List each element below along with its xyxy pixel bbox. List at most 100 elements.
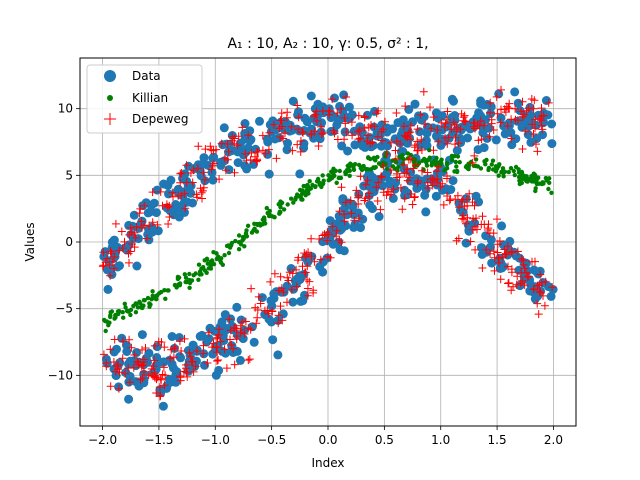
data-point bbox=[474, 197, 484, 207]
depeweg-point bbox=[319, 129, 328, 137]
depeweg-point bbox=[312, 116, 321, 125]
killian-point bbox=[289, 196, 294, 201]
depeweg-point bbox=[363, 176, 372, 185]
depeweg-point bbox=[445, 196, 454, 205]
depeweg-point bbox=[99, 248, 108, 257]
data-point bbox=[461, 238, 471, 248]
killian-point bbox=[363, 166, 369, 172]
killian-point bbox=[141, 298, 147, 303]
data-point bbox=[249, 159, 258, 169]
y-tick-label: 10 bbox=[58, 102, 73, 116]
depeweg-point bbox=[392, 137, 401, 146]
killian-point bbox=[245, 223, 251, 228]
killian-point bbox=[193, 271, 198, 276]
depeweg-point bbox=[191, 362, 200, 371]
data-point bbox=[164, 189, 173, 199]
depeweg-point bbox=[303, 291, 312, 300]
depeweg-point bbox=[454, 139, 463, 148]
data-point bbox=[447, 113, 457, 122]
depeweg-point bbox=[276, 302, 285, 311]
depeweg-point bbox=[303, 284, 312, 293]
depeweg-point bbox=[414, 177, 422, 186]
killian-point bbox=[107, 320, 112, 325]
depeweg-point bbox=[199, 168, 208, 177]
depeweg-point bbox=[127, 343, 136, 352]
depeweg-point bbox=[307, 252, 316, 261]
depeweg-point bbox=[247, 284, 256, 293]
depeweg-point bbox=[471, 222, 479, 231]
killian-point bbox=[211, 250, 216, 255]
depeweg-point bbox=[537, 278, 546, 287]
depeweg-point bbox=[277, 284, 286, 293]
depeweg-point bbox=[443, 107, 452, 116]
killian-point bbox=[444, 160, 450, 166]
data-point bbox=[541, 96, 551, 105]
depeweg-point bbox=[421, 120, 430, 129]
depeweg-point bbox=[165, 201, 174, 210]
killian-point bbox=[108, 313, 113, 318]
data-point bbox=[238, 334, 248, 344]
data-point bbox=[358, 214, 368, 224]
depeweg-point bbox=[166, 354, 175, 363]
data-point bbox=[243, 143, 253, 153]
data-point bbox=[134, 381, 144, 391]
data-point bbox=[339, 90, 349, 100]
depeweg-point bbox=[520, 264, 529, 273]
killian-point bbox=[218, 260, 224, 265]
depeweg-point bbox=[413, 125, 422, 134]
data-point bbox=[421, 207, 431, 217]
killian-point bbox=[546, 186, 551, 192]
depeweg-point bbox=[300, 249, 309, 258]
data-point bbox=[479, 100, 489, 110]
data-point bbox=[103, 284, 113, 294]
depeweg-point bbox=[258, 131, 267, 140]
depeweg-point bbox=[253, 313, 262, 322]
depeweg-point bbox=[459, 215, 468, 224]
depeweg-point bbox=[106, 247, 115, 256]
depeweg-point bbox=[160, 343, 169, 352]
depeweg-point bbox=[458, 214, 467, 223]
killian-point bbox=[511, 168, 516, 174]
depeweg-point bbox=[517, 268, 525, 277]
killian-point bbox=[208, 259, 213, 264]
killian-point bbox=[177, 281, 183, 286]
depeweg-point bbox=[309, 288, 318, 297]
depeweg-point bbox=[340, 114, 349, 122]
killian-point bbox=[182, 272, 187, 277]
depeweg-point bbox=[214, 356, 223, 364]
depeweg-point bbox=[544, 98, 553, 107]
depeweg-point bbox=[143, 234, 151, 243]
depeweg-point bbox=[234, 132, 243, 141]
depeweg-point bbox=[232, 332, 241, 341]
killian-point bbox=[135, 305, 141, 310]
killian-point bbox=[206, 266, 211, 271]
killian-point bbox=[241, 236, 246, 242]
depeweg-point bbox=[207, 343, 216, 352]
depeweg-point bbox=[504, 242, 512, 251]
depeweg-point bbox=[337, 238, 346, 247]
depeweg-point bbox=[539, 291, 547, 300]
data-point bbox=[143, 208, 153, 218]
killian-point bbox=[150, 289, 155, 294]
depeweg-point bbox=[236, 321, 245, 330]
depeweg-point bbox=[307, 234, 316, 243]
depeweg-point bbox=[372, 183, 381, 192]
killian-point bbox=[547, 180, 552, 185]
depeweg-point bbox=[484, 220, 493, 229]
depeweg-point bbox=[356, 172, 365, 181]
depeweg-point bbox=[501, 250, 510, 259]
depeweg-point bbox=[533, 281, 542, 290]
killian-point bbox=[120, 310, 125, 315]
depeweg-point bbox=[413, 137, 422, 146]
data-point bbox=[186, 188, 196, 198]
data-points bbox=[98, 85, 558, 411]
data-point bbox=[377, 120, 387, 130]
depeweg-point bbox=[269, 120, 278, 129]
depeweg-point bbox=[417, 135, 426, 144]
data-point bbox=[374, 212, 384, 222]
depeweg-point bbox=[433, 126, 442, 134]
depeweg-point bbox=[196, 184, 205, 193]
depeweg-point bbox=[486, 249, 495, 258]
depeweg-point bbox=[398, 205, 407, 214]
